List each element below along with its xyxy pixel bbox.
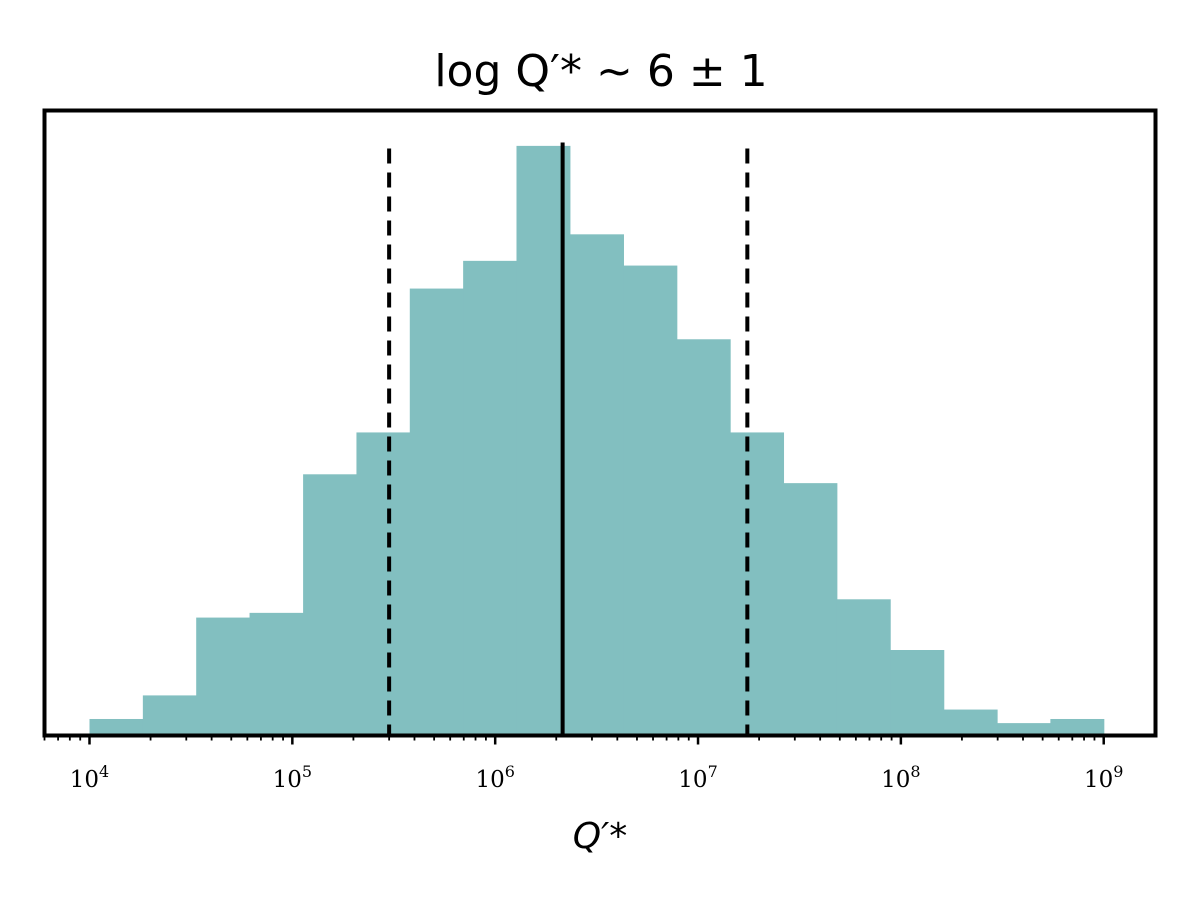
x-axis-ticks	[43, 735, 1105, 745]
x-axis-tick-labels: 104 105 106 107 108 109	[70, 762, 1124, 793]
histogram-bar-16	[943, 709, 998, 736]
histogram-bar-13	[783, 483, 838, 736]
plot-frame	[42, 108, 1158, 738]
x-tick-label: 108	[881, 762, 920, 793]
histogram-bar-1	[142, 695, 197, 736]
histogram-bar-12	[730, 432, 785, 736]
x-tick-label: 107	[678, 762, 717, 793]
histogram-bar-4	[303, 474, 358, 736]
histogram-bar-15	[890, 650, 945, 736]
x-tick-label: 106	[475, 762, 514, 793]
histogram-bar-0	[89, 718, 144, 736]
histogram-bar-6	[409, 288, 464, 736]
histogram-bar-17	[997, 723, 1051, 736]
histogram-bar-10	[623, 265, 678, 736]
x-tick-label: 109	[1084, 762, 1123, 793]
histogram-bar-14	[836, 599, 891, 736]
histogram-bars	[89, 145, 1105, 736]
histogram-bar-2	[196, 617, 251, 736]
x-tick-label: 105	[273, 762, 312, 793]
histogram-bar-9	[569, 234, 624, 736]
histogram-bar-5	[356, 432, 411, 736]
histogram-bar-11	[676, 339, 731, 736]
x-tick-label: 104	[70, 762, 109, 793]
histogram-bar-18	[1050, 718, 1105, 736]
chart-title: log Q′* ~ 6 ± 1	[434, 46, 767, 97]
x-axis-label: Q′*	[573, 816, 628, 857]
histogram-bar-7	[463, 260, 518, 736]
reference-lines	[387, 142, 750, 736]
histogram-bar-3	[249, 612, 304, 736]
